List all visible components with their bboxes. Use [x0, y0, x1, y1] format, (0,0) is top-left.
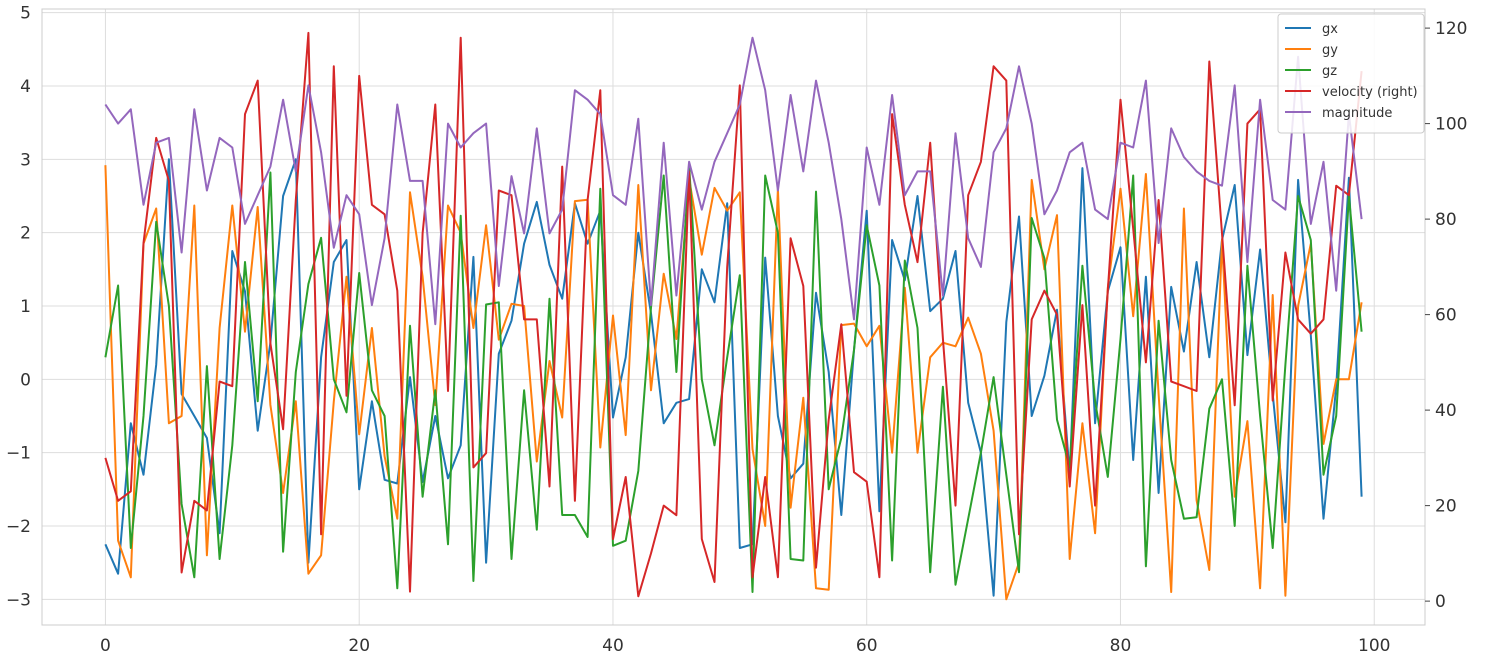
y-tick-label: 0: [20, 370, 31, 390]
x-tick-label: 60: [856, 636, 878, 656]
y2-tick-label: 60: [1435, 306, 1457, 326]
y2-tick-label: 80: [1435, 210, 1457, 230]
series-line-magnitude: [104, 36, 1363, 326]
legend-label: velocity (right): [1322, 85, 1418, 100]
legend: gx gy gz velocity (right) magnitude: [1277, 13, 1425, 134]
y2-tick-label: 40: [1435, 401, 1457, 421]
x-tick-label: 0: [100, 636, 111, 656]
y2-tick-label: 120: [1435, 19, 1467, 39]
legend-label: magnitude: [1322, 106, 1392, 121]
legend-label: gy: [1322, 43, 1338, 58]
series-lines: [104, 31, 1363, 601]
series-line-velocity-right: [104, 31, 1363, 598]
y-tick-label: 2: [20, 224, 31, 244]
y2-tick-label: 20: [1435, 497, 1457, 517]
axis-tick-labels: 0 20 40 60 80 100 −3 −2 −1 0 1 2 3 4 5 0 20 40 60 80 100 120: [6, 4, 1468, 656]
x-tick-label: 100: [1358, 636, 1390, 656]
y2-tick-label: 100: [1435, 115, 1467, 135]
x-tick-label: 80: [1110, 636, 1132, 656]
y-tick-label: −2: [6, 517, 31, 537]
x-tick-label: 20: [348, 636, 370, 656]
legend-box: [1277, 13, 1425, 134]
legend-label: gz: [1322, 64, 1337, 79]
y-tick-label: −1: [6, 444, 31, 464]
x-tick-label: 40: [602, 636, 624, 656]
y-tick-label: 3: [20, 150, 31, 170]
y-tick-label: 4: [20, 77, 31, 97]
y-tick-label: −3: [6, 590, 31, 610]
y-tick-label: 1: [20, 297, 31, 317]
series-line-gx: [104, 158, 1363, 597]
plot-area-frame: [41, 8, 1426, 626]
legend-label: gx: [1322, 22, 1338, 37]
y-tick-label: 5: [20, 4, 31, 24]
y2-tick-label: 0: [1435, 592, 1446, 612]
